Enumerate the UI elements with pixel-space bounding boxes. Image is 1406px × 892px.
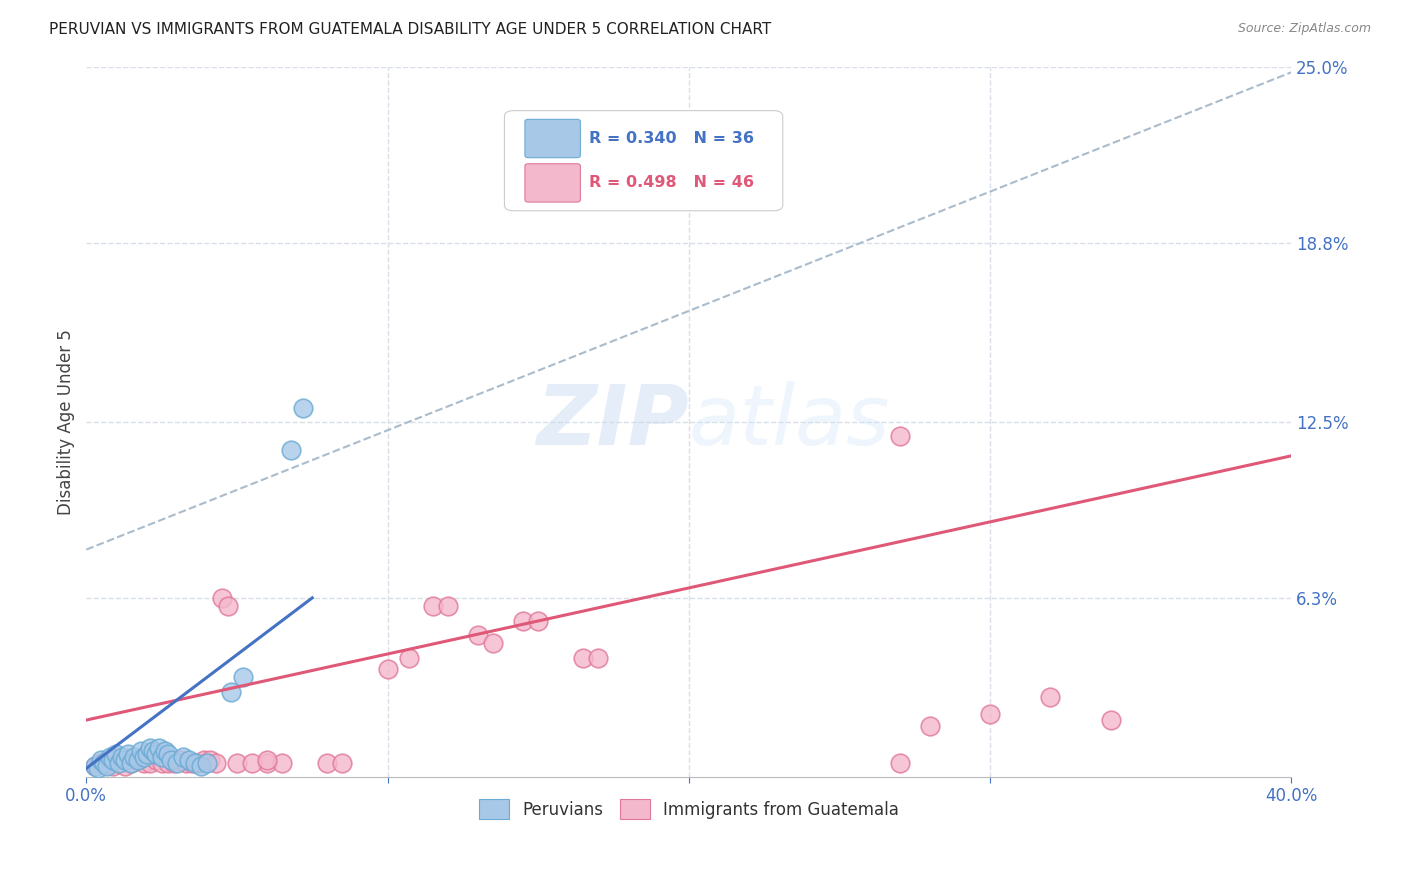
Point [588,650,610,665]
Point [138,756,160,770]
Point [166,756,188,770]
Point [103,753,125,767]
Point [150,756,173,770]
Point [256,753,278,767]
Point [156,756,179,770]
Point [117,747,139,761]
Point [145,747,167,761]
Point [163,756,186,770]
Point [332,756,354,770]
Point [467,628,489,642]
Point [316,756,339,770]
Legend: Peruvians, Immigrants from Guatemala: Peruvians, Immigrants from Guatemala [472,793,905,825]
Point [211,591,233,605]
Point [132,756,155,770]
Point [240,756,263,770]
Point [159,753,181,767]
Point [114,753,136,767]
Point [108,756,131,770]
Point [111,750,134,764]
Point [180,756,202,770]
Point [124,750,146,764]
Text: Source: ZipAtlas.com: Source: ZipAtlas.com [1237,22,1371,36]
Point [256,756,278,770]
Text: R = 0.498   N = 46: R = 0.498 N = 46 [589,176,754,190]
Point [193,753,215,767]
Point [198,753,221,767]
Point [135,747,157,761]
Point [187,756,209,770]
Point [572,650,595,665]
Point [96,758,118,772]
Point [482,636,505,650]
Point [87,761,110,775]
Point [153,744,176,758]
Point [108,756,131,770]
Point [232,670,254,684]
Point [1099,713,1122,727]
Point [142,744,165,758]
Point [184,756,207,770]
Point [84,758,107,772]
Point [190,758,212,772]
Point [889,756,911,770]
Point [280,443,302,458]
Point [93,756,115,770]
Point [889,429,911,443]
Point [114,758,136,772]
Point [1039,690,1062,705]
Y-axis label: Disability Age Under 5: Disability Age Under 5 [58,329,75,515]
Point [103,758,125,772]
Point [436,599,458,614]
Point [195,756,218,770]
Point [148,741,170,756]
Point [100,750,122,764]
Point [226,756,249,770]
Point [84,758,107,772]
Point [156,747,179,761]
Point [127,753,149,767]
Point [105,747,128,761]
Point [205,756,228,770]
Point [217,599,239,614]
Point [219,684,242,698]
Point [177,753,200,767]
Point [169,753,191,767]
Point [398,650,420,665]
Point [979,707,1001,722]
Text: R = 0.340   N = 36: R = 0.340 N = 36 [589,131,754,146]
Point [121,756,143,770]
Point [377,662,399,676]
Point [174,756,197,770]
FancyBboxPatch shape [524,164,581,202]
Point [527,614,550,628]
Text: PERUVIAN VS IMMIGRANTS FROM GUATEMALA DISABILITY AGE UNDER 5 CORRELATION CHART: PERUVIAN VS IMMIGRANTS FROM GUATEMALA DI… [49,22,772,37]
Text: ZIP: ZIP [536,381,689,462]
FancyBboxPatch shape [524,120,581,158]
Point [150,750,173,764]
Point [292,401,315,415]
Point [271,756,294,770]
Point [129,744,152,758]
Point [172,750,194,764]
Text: atlas: atlas [689,381,890,462]
Point [121,756,143,770]
Point [918,719,941,733]
Point [138,741,160,756]
Point [90,753,112,767]
Point [145,753,167,767]
FancyBboxPatch shape [505,111,783,211]
Point [90,756,112,770]
Point [127,753,149,767]
Point [96,756,118,770]
Point [512,614,534,628]
Point [422,599,444,614]
Point [132,750,155,764]
